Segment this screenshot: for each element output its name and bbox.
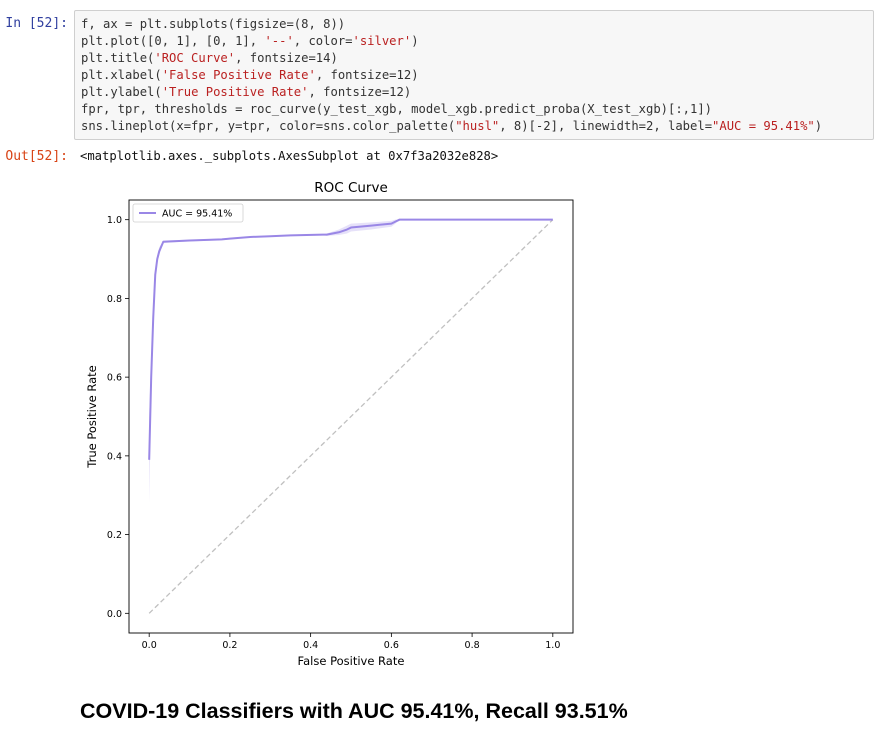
code-token: plt.plot([0, 1], [0, 1],: [81, 34, 265, 48]
code-token: plt.title(: [81, 51, 155, 65]
output-prompt: Out[52]:: [5, 149, 68, 164]
x-tick-label: 0.6: [384, 640, 399, 651]
code-token: , fontsize=14): [235, 51, 338, 65]
markdown-heading: COVID-19 Classifiers with AUC 95.41%, Re…: [80, 699, 628, 723]
x-tick-label: 0.0: [142, 640, 157, 651]
roc-curve-line: [148, 218, 553, 460]
code-token: , 8)[-2], linewidth=2, label=: [499, 119, 713, 133]
code-line: plt.xlabel('False Positive Rate', fontsi…: [81, 67, 867, 84]
code-line: fpr, tpr, thresholds = roc_curve(y_test_…: [81, 101, 867, 118]
code-line: plt.plot([0, 1], [0, 1], '--', color='si…: [81, 33, 867, 50]
code-token: plt.xlabel(: [81, 68, 162, 82]
code-token: 'silver': [352, 34, 412, 48]
x-tick-label: 0.4: [303, 640, 318, 651]
code-token: , fontsize=12): [308, 85, 412, 99]
y-tick-label: 0.2: [107, 530, 122, 541]
code-line: plt.title('ROC Curve', fontsize=14): [81, 50, 867, 67]
code-token: fpr, tpr, thresholds = roc_curve(y_test_…: [81, 102, 713, 116]
code-line: f, ax = plt.subplots(figsize=(8, 8)): [81, 16, 867, 33]
code-token: "AUC = 95.41%": [712, 119, 815, 133]
code-token: ): [411, 34, 419, 48]
code-token: plt.ylabel(: [81, 85, 162, 99]
code-token: , fontsize=12): [315, 68, 419, 82]
x-tick-label: 0.8: [465, 640, 480, 651]
code-token: ): [814, 119, 823, 133]
code-token: 'ROC Curve': [154, 51, 236, 65]
diagonal-reference-line: [148, 219, 554, 614]
code-cell[interactable]: f, ax = plt.subplots(figsize=(8, 8)) plt.…: [74, 10, 874, 140]
code-token: "husl": [455, 119, 500, 133]
x-axis-label: False Positive Rate: [298, 654, 405, 668]
y-tick-label: 1.0: [107, 215, 122, 226]
code-line: sns.lineplot(x=fpr, y=tpr, color=sns.col…: [81, 118, 867, 135]
code-token: f, ax = plt.subplots(figsize=(8, 8)): [81, 17, 346, 31]
code-line: plt.ylabel('True Positive Rate', fontsiz…: [81, 84, 867, 101]
roc-confidence-band: [149, 219, 553, 504]
code-token: 'True Positive Rate': [161, 85, 309, 99]
code-token: , color=: [293, 34, 353, 48]
y-tick-label: 0.4: [107, 451, 122, 462]
code-token: sns.lineplot(x=fpr, y=tpr, color=sns.col…: [81, 119, 456, 133]
y-tick-label: 0.8: [107, 294, 122, 305]
output-text: <matplotlib.axes._subplots.AxesSubplot a…: [80, 149, 499, 163]
plot-frame: [128, 199, 574, 634]
legend-label: AUC = 95.41%: [162, 209, 232, 220]
input-prompt: In [52]:: [5, 16, 68, 31]
y-tick-label: 0.6: [107, 373, 122, 384]
y-axis-label: True Positive Rate: [85, 365, 99, 468]
y-tick-label: 0.0: [107, 609, 122, 620]
x-tick-label: 1.0: [545, 640, 560, 651]
chart-title: ROC Curve: [314, 180, 388, 196]
code-token: 'False Positive Rate': [161, 68, 316, 82]
x-tick-label: 0.2: [222, 640, 237, 651]
legend-box: [132, 203, 244, 223]
code-token: '--': [264, 34, 294, 48]
code-editor[interactable]: f, ax = plt.subplots(figsize=(8, 8)) plt.…: [81, 16, 867, 135]
roc-chart: ROC Curve 0.0 0.2 0.4 0.6 0.8 1.0 0.0 0.2 0.4 0.6 0…: [85, 180, 574, 668]
